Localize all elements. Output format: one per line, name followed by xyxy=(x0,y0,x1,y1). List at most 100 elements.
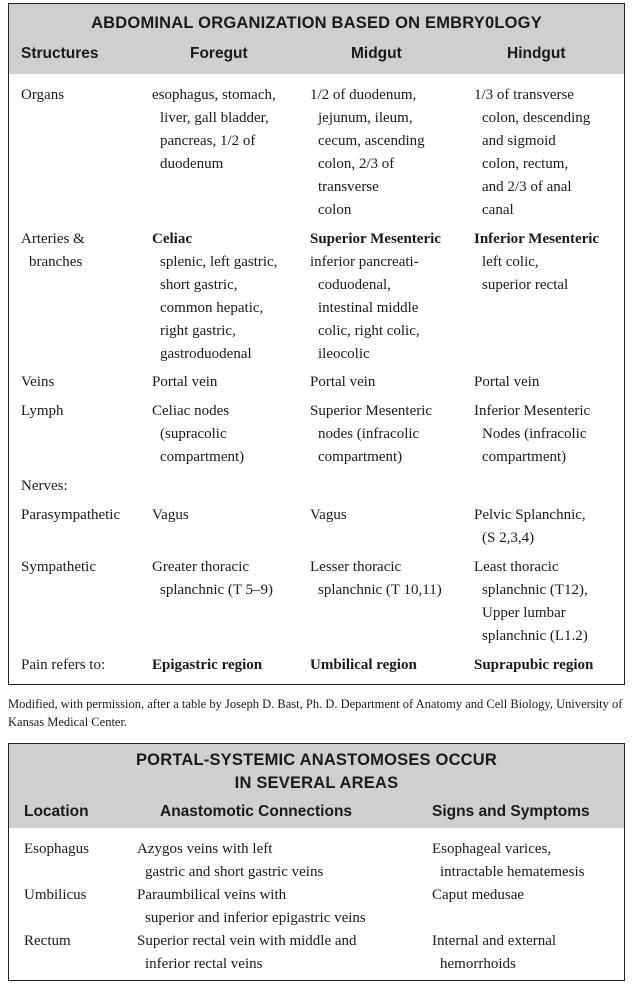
col-header-midgut: Midgut xyxy=(351,45,402,62)
organs-midgut-line: colon, 2/3 of xyxy=(318,156,395,172)
signs-line: Internal and external xyxy=(432,933,557,949)
attribution-note: Modified, with permission, after a table… xyxy=(8,697,623,729)
signs-line: Caput medusae xyxy=(432,887,525,903)
col-header-connections: Anastomotic Connections xyxy=(160,803,353,820)
organs-hindgut: 1/3 of transverse colon, descending and … xyxy=(474,84,590,222)
sympathetic-foregut: Greater thoracic splanchnic (T 5–9) xyxy=(152,556,273,602)
pain-foregut: Epigastric region xyxy=(152,657,263,673)
organs-midgut: 1/2 of duodenum, jejunum, ileum, cecum, … xyxy=(310,84,425,222)
lymph-foregut-line: Celiac nodes xyxy=(152,403,230,419)
parasympathetic-midgut: Vagus xyxy=(310,507,347,523)
location-umbilicus: Umbilicus xyxy=(24,887,87,903)
signs-line: hemorrhoids xyxy=(440,956,516,972)
sympathetic-midgut-line: splanchnic (T 10,11) xyxy=(318,582,442,598)
row-label-lymph: Lymph xyxy=(21,403,64,419)
row-label-arteries-line: Arteries & xyxy=(21,231,85,247)
organs-hindgut-line: canal xyxy=(482,202,514,218)
signs-rectum: Internal and external hemorrhoids xyxy=(432,930,556,976)
arteries-hindgut-trunk: Inferior Mesenteric xyxy=(474,231,600,247)
lymph-foregut-line: compartment) xyxy=(160,449,245,465)
organs-hindgut-line: colon, descending xyxy=(482,110,591,126)
organs-hindgut-line: 1/3 of transverse xyxy=(474,87,574,103)
connections-line: gastric and short gastric veins xyxy=(145,864,324,880)
organs-foregut-line: esophagus, stomach, xyxy=(152,87,276,103)
col-header-location: Location xyxy=(24,803,89,820)
organs-hindgut-line: and sigmoid xyxy=(482,133,556,149)
organs-foregut-line: liver, gall bladder, xyxy=(160,110,269,126)
row-label-arteries-line: branches xyxy=(29,254,83,270)
arteries-midgut-line: intestinal middle xyxy=(318,300,419,316)
arteries-midgut-line: inferior pancreati- xyxy=(310,254,419,270)
sympathetic-hindgut: Least thoracic splanchnic (T12), Upper l… xyxy=(474,556,588,648)
connections-esophagus: Azygos veins with left gastric and short… xyxy=(137,838,323,884)
lymph-hindgut-line: compartment) xyxy=(482,449,567,465)
location-rectum: Rectum xyxy=(24,933,71,949)
col-header-hindgut: Hindgut xyxy=(507,45,566,62)
connections-line: superior and inferior epigastric veins xyxy=(145,910,366,926)
signs-umbilicus: Caput medusae xyxy=(432,884,524,907)
arteries-foregut-line: short gastric, xyxy=(160,277,238,293)
arteries-hindgut-line: superior rectal xyxy=(482,277,569,293)
sympathetic-foregut-line: splanchnic (T 5–9) xyxy=(160,582,274,598)
embryology-table: ABDOMINAL ORGANIZATION BASED ON EMBRY0LO… xyxy=(8,3,625,685)
signs-line: Esophageal varices, xyxy=(432,841,552,857)
connections-line: Azygos veins with left xyxy=(137,841,273,857)
arteries-midgut-line: colic, right colic, xyxy=(318,323,420,339)
signs-line: intractable hematemesis xyxy=(440,864,585,880)
organs-midgut-line: transverse xyxy=(318,179,379,195)
connections-line: Superior rectal vein with middle and xyxy=(137,933,357,949)
lymph-hindgut-line: Nodes (infracolic xyxy=(482,426,587,442)
connections-umbilicus: Paraumbilical veins with superior and in… xyxy=(137,884,366,930)
arteries-midgut: Superior Mesenteric inferior pancreati- … xyxy=(310,228,441,366)
sympathetic-hindgut-line: Least thoracic xyxy=(474,559,559,575)
col-header-structures: Structures xyxy=(21,45,99,62)
portal-systemic-title-line2: IN SEVERAL AREAS xyxy=(234,774,399,792)
lymph-hindgut-line: Inferior Mesenteric xyxy=(474,403,591,419)
portal-systemic-table: PORTAL-SYSTEMIC ANASTOMOSES OCCUR IN SEV… xyxy=(8,743,625,981)
arteries-midgut-line: ileocolic xyxy=(318,346,370,362)
embryology-table-header: ABDOMINAL ORGANIZATION BASED ON EMBRY0LO… xyxy=(9,4,624,74)
row-label-parasympathetic: Parasympathetic xyxy=(21,507,121,523)
pain-hindgut: Suprapubic region xyxy=(474,657,594,673)
organs-foregut-line: pancreas, 1/2 of xyxy=(160,133,256,149)
row-label-organs: Organs xyxy=(21,87,65,103)
row-label-sympathetic: Sympathetic xyxy=(21,559,96,575)
veins-foregut: Portal vein xyxy=(152,374,218,390)
organs-midgut-line: 1/2 of duodenum, xyxy=(310,87,417,103)
lymph-midgut-line: compartment) xyxy=(318,449,403,465)
organs-hindgut-line: and 2/3 of anal xyxy=(482,179,572,195)
organs-midgut-line: jejunum, ileum, xyxy=(318,110,413,126)
connections-rectum: Superior rectal vein with middle and inf… xyxy=(137,930,357,976)
organs-midgut-line: cecum, ascending xyxy=(318,133,425,149)
connections-line: Paraumbilical veins with xyxy=(137,887,287,903)
pain-midgut: Umbilical region xyxy=(310,657,417,673)
organs-foregut: esophagus, stomach, liver, gall bladder,… xyxy=(152,84,276,176)
arteries-foregut-line: splenic, left gastric, xyxy=(160,254,278,270)
arteries-foregut-line: common hepatic, xyxy=(160,300,264,316)
col-header-signs: Signs and Symptoms xyxy=(432,803,590,820)
location-esophagus: Esophagus xyxy=(24,841,89,857)
parasympathetic-hindgut-line: (S 2,3,4) xyxy=(482,530,535,546)
portal-systemic-table-header: PORTAL-SYSTEMIC ANASTOMOSES OCCUR IN SEV… xyxy=(9,744,624,828)
sympathetic-midgut: Lesser thoracic splanchnic (T 10,11) xyxy=(310,556,442,602)
lymph-midgut: Superior Mesenteric nodes (infracolic co… xyxy=(310,400,432,469)
arteries-hindgut: Inferior Mesenteric left colic, superior… xyxy=(474,228,599,297)
row-label-pain: Pain refers to: xyxy=(21,657,106,673)
sympathetic-hindgut-line: splanchnic (L1.2) xyxy=(482,628,588,644)
row-label-veins: Veins xyxy=(21,374,55,390)
connections-line: inferior rectal veins xyxy=(145,956,263,972)
parasympathetic-hindgut-line: Pelvic Splanchnic, xyxy=(474,507,586,523)
lymph-midgut-line: Superior Mesenteric xyxy=(310,403,433,419)
arteries-midgut-trunk: Superior Mesenteric xyxy=(310,231,441,247)
lymph-hindgut: Inferior Mesenteric Nodes (infracolic co… xyxy=(474,400,590,469)
arteries-midgut-line: coduodenal, xyxy=(318,277,391,293)
organs-hindgut-line: colon, rectum, xyxy=(482,156,569,172)
sympathetic-hindgut-line: splanchnic (T12), xyxy=(482,582,588,598)
lymph-foregut-line: (supracolic xyxy=(160,426,227,442)
parasympathetic-foregut: Vagus xyxy=(152,507,189,523)
lymph-foregut: Celiac nodes (supracolic compartment) xyxy=(152,400,244,469)
veins-midgut: Portal vein xyxy=(310,374,376,390)
arteries-hindgut-line: left colic, xyxy=(482,254,539,270)
embryology-table-title: ABDOMINAL ORGANIZATION BASED ON EMBRY0LO… xyxy=(91,14,542,32)
arteries-foregut-trunk: Celiac xyxy=(152,231,192,247)
